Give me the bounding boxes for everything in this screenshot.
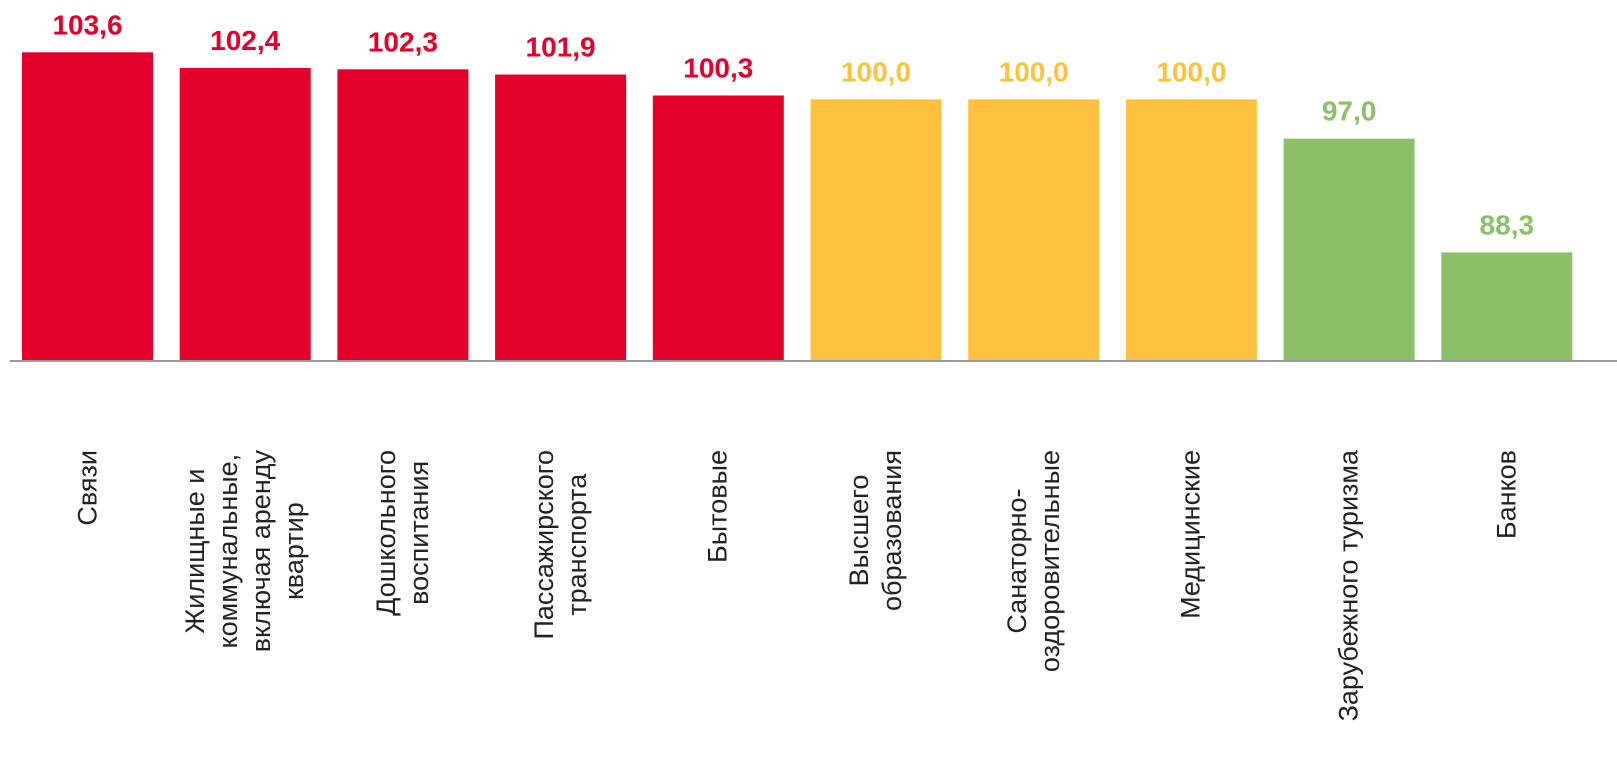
- x-tick-label: Зарубежного туризма: [1333, 450, 1364, 722]
- bar: [968, 99, 1100, 362]
- value-label: 102,3: [368, 26, 438, 57]
- bar: [1283, 138, 1415, 361]
- x-tick-label: Связи: [72, 450, 102, 526]
- bar: [652, 95, 784, 362]
- value-label: 100,0: [999, 56, 1069, 87]
- value-label: 102,4: [210, 25, 280, 56]
- value-label: 97,0: [1322, 96, 1377, 127]
- bar: [22, 52, 153, 361]
- x-tick-label: Банков: [1491, 450, 1522, 540]
- bar: [179, 68, 311, 361]
- x-tick-label: Высшего образования: [844, 450, 907, 611]
- x-tick-label: Дошкольного воспитания: [370, 450, 434, 616]
- value-label: 101,9: [526, 32, 596, 63]
- bar: [1441, 252, 1573, 361]
- value-label: 100,3: [683, 52, 753, 83]
- value-label: 100,0: [841, 56, 911, 87]
- x-tick-label: Пассажирского транспорта: [528, 450, 592, 640]
- value-label: 88,3: [1480, 209, 1535, 240]
- x-tick-label: Жилищные и коммунальные, включая аренду …: [180, 450, 310, 653]
- x-tick-label: Бытовые: [702, 450, 733, 563]
- value-label: 103,6: [52, 9, 122, 40]
- bar: [337, 69, 469, 362]
- bar: [810, 99, 942, 362]
- bar: [1125, 99, 1257, 362]
- bar: [495, 74, 627, 361]
- x-tick-label: Медицинские: [1175, 450, 1206, 619]
- value-label: 100,0: [1156, 56, 1226, 87]
- x-tick-label: Санаторно- оздоровительные: [1001, 450, 1065, 673]
